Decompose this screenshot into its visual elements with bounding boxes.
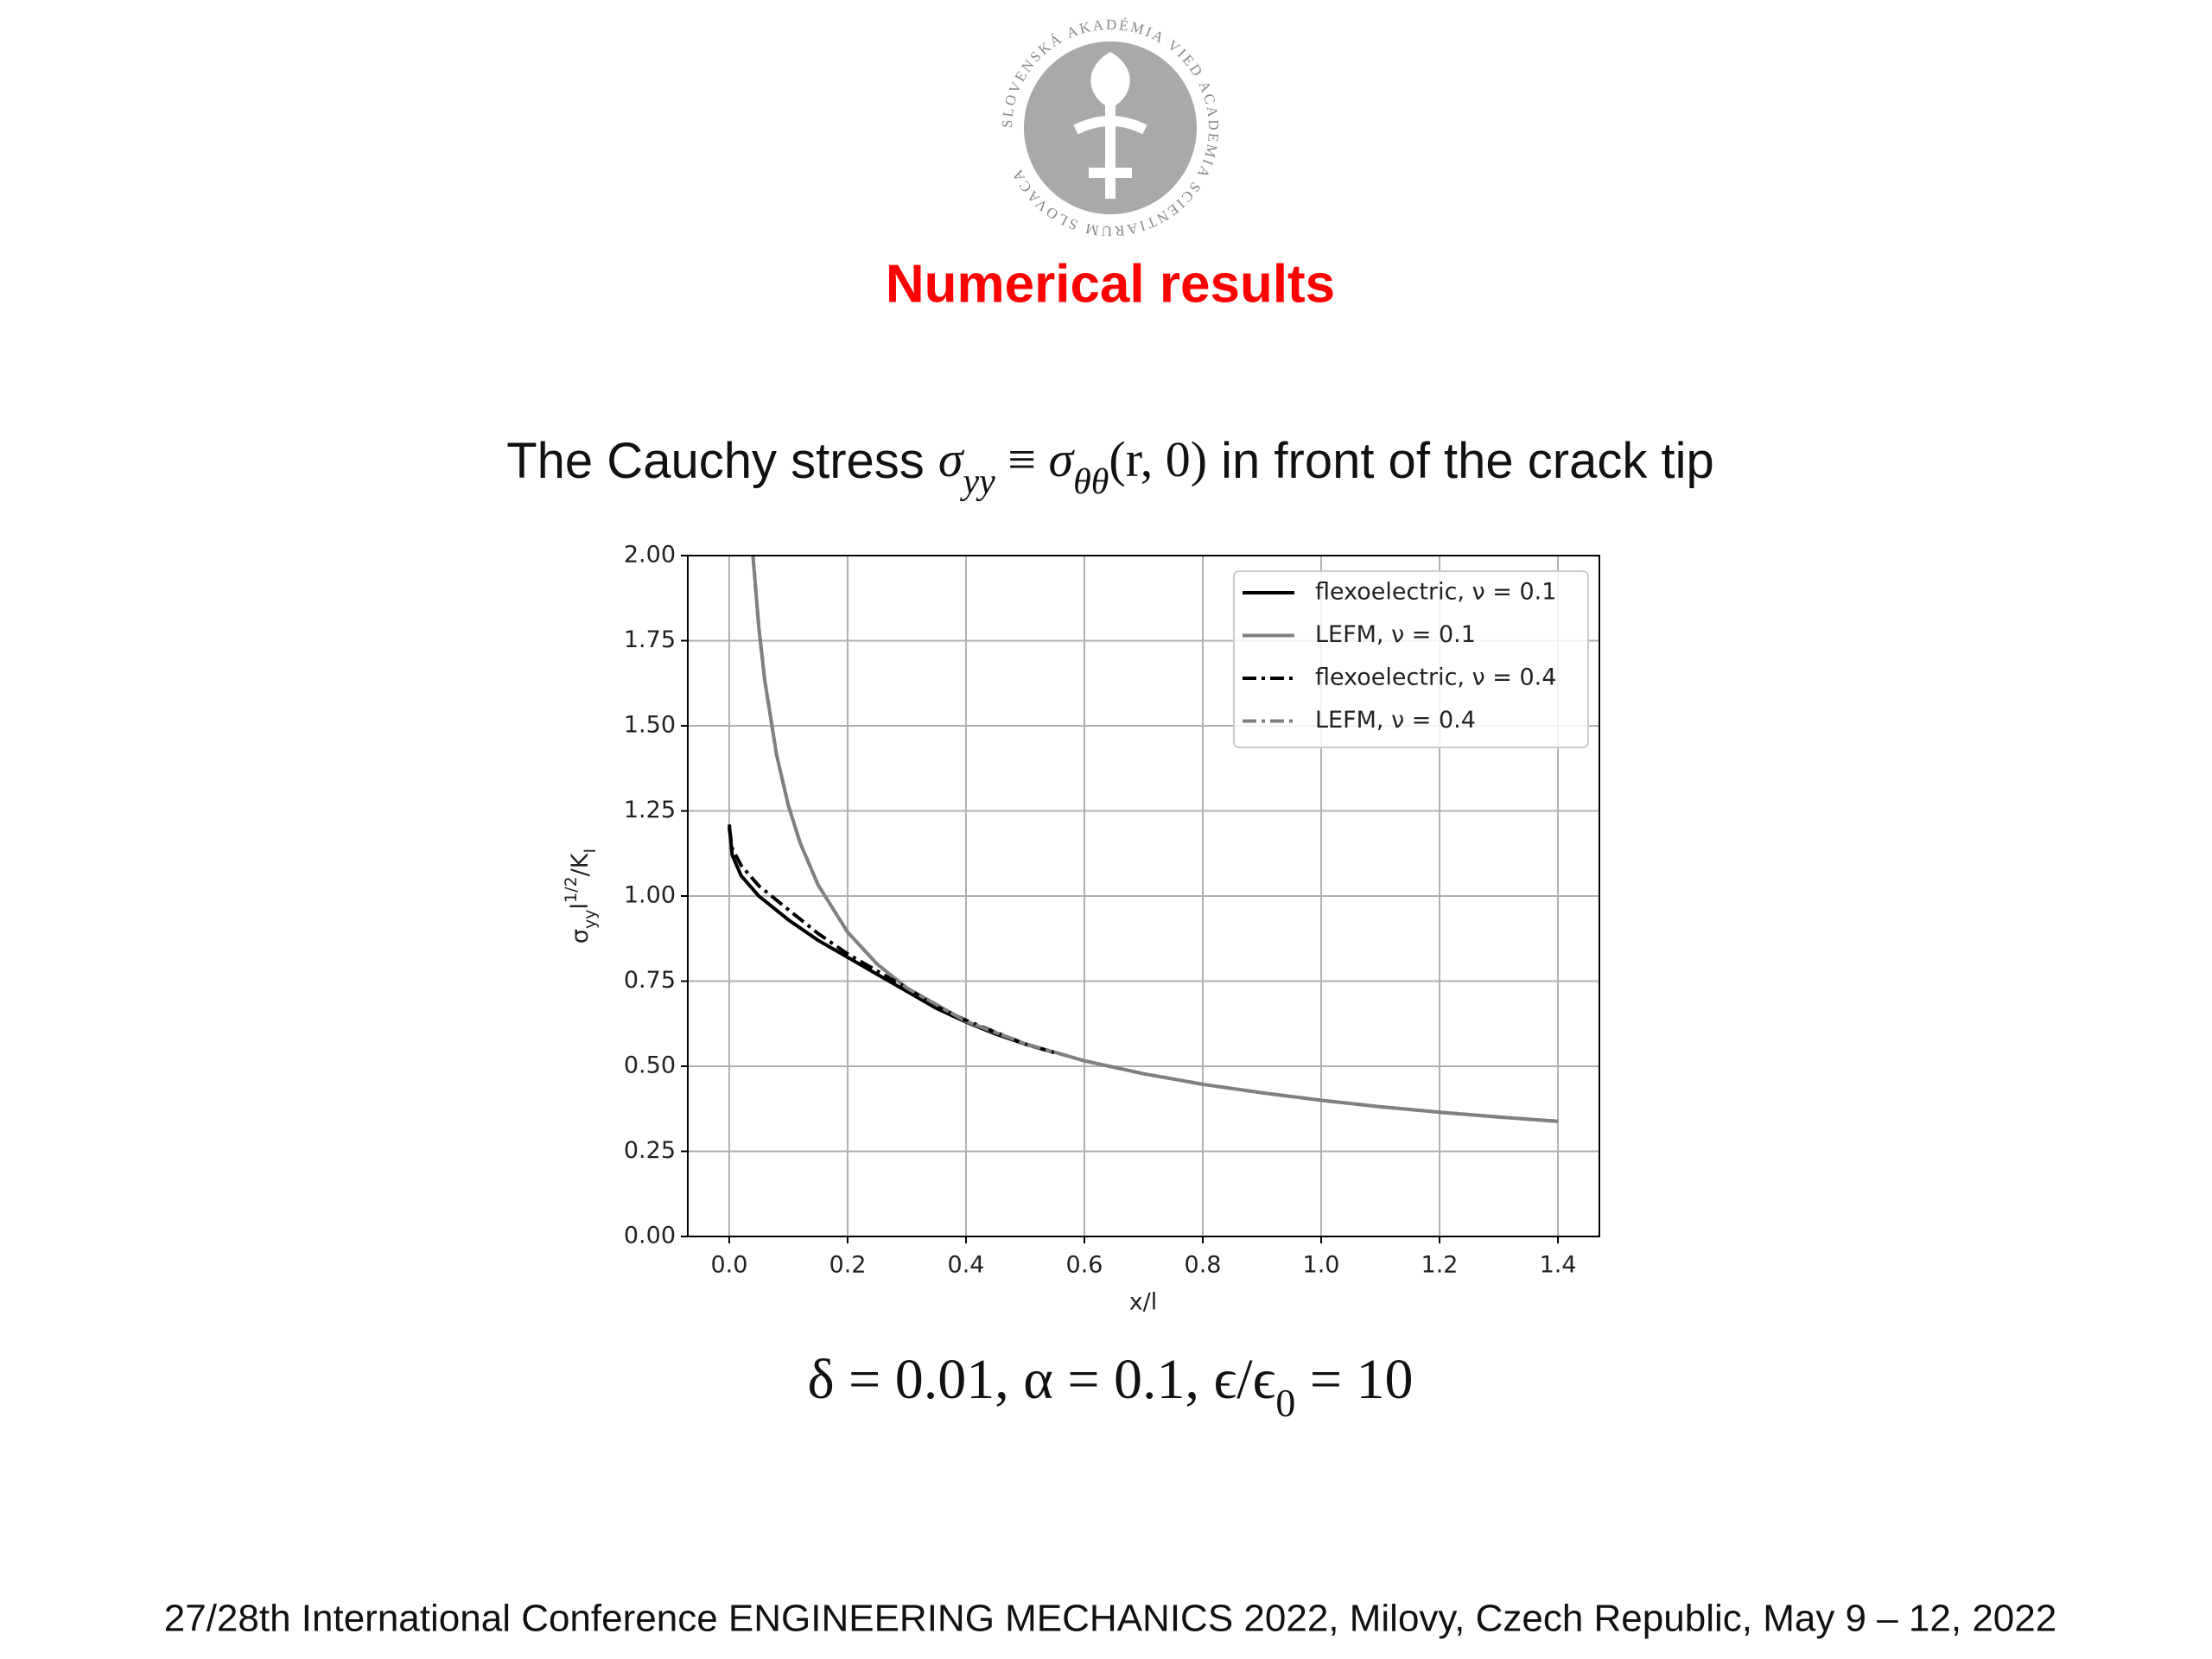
heading-math: σ — [938, 431, 965, 487]
legend-label: LEFM, ν = 0.4 — [1315, 707, 1476, 734]
series-line — [751, 556, 1559, 1123]
series-line — [728, 824, 1056, 1055]
parameters-text: δ = 0.01, α = 0.1, ϵ/ϵ — [807, 1348, 1275, 1411]
x-axis-label: x/l — [1129, 1289, 1158, 1316]
y-label-part: /K — [567, 852, 594, 876]
y-axis-label: σyyl1/2/KI — [562, 849, 600, 944]
x-tick-label: 1.2 — [1421, 1252, 1459, 1279]
chart: x/l σyyl1/2/KI 0.00 0.25 0.50 0.75 1.00 1.25 1… — [562, 542, 1600, 1316]
y-label-part: yy — [581, 909, 600, 929]
y-label-part: I — [581, 849, 600, 854]
legend: flexoelectric, ν = 0.1 LEFM, ν = 0.1 flexo… — [1233, 570, 1589, 748]
legend-label: LEFM, ν = 0.1 — [1315, 621, 1476, 648]
y-tick-label: 0.50 — [624, 1052, 676, 1079]
plot-frame — [687, 555, 1600, 1237]
parameters-text: = 10 — [1295, 1348, 1413, 1411]
slide-title: Numerical results — [886, 254, 1335, 314]
logo: SLOVENSKÁ AKADÉMIA VIED ACADEMIA SCIENTI… — [999, 16, 1219, 240]
y-tick-label: 1.75 — [624, 626, 676, 653]
y-tick-label: 0.75 — [624, 967, 676, 994]
x-tick-label: 1.0 — [1303, 1252, 1340, 1279]
parameters-sub: 0 — [1275, 1381, 1295, 1425]
heading-sub: θθ — [1073, 462, 1109, 502]
heading-math: (r, 0) — [1109, 431, 1207, 487]
parameters: δ = 0.01, α = 0.1, ϵ/ϵ0 = 10 — [807, 1348, 1413, 1425]
x-tick-label: 0.8 — [1185, 1252, 1222, 1279]
x-tick-label: 0.0 — [710, 1252, 747, 1279]
y-tick-label: 1.25 — [624, 797, 676, 823]
plot-lines — [728, 556, 1559, 1123]
legend-label: flexoelectric, ν = 0.4 — [1315, 664, 1556, 691]
heading-math: σ — [1049, 431, 1076, 487]
y-tick-label: 1.00 — [624, 882, 676, 909]
footer: 27/28th International Conference ENGINEE… — [164, 1598, 2056, 1640]
y-label-part: σ — [567, 929, 594, 944]
y-tick-label: 0.25 — [624, 1137, 676, 1164]
heading-text: The Cauchy stress — [506, 433, 938, 489]
y-tick-label: 2.00 — [624, 542, 676, 569]
legend-box — [1233, 570, 1589, 748]
heading-math: ≡ — [995, 431, 1049, 487]
x-tick-label: 0.2 — [829, 1252, 866, 1279]
y-tick-label: 1.50 — [624, 712, 676, 739]
logo-tree — [1073, 104, 1147, 199]
heading-sub: yy — [960, 462, 996, 502]
legend-label: flexoelectric, ν = 0.1 — [1315, 579, 1556, 606]
series-line — [728, 827, 1056, 1055]
logo-leaf — [1090, 52, 1130, 108]
heading: The Cauchy stress σyy ≡ σθθ(r, 0) in fro… — [506, 431, 1713, 501]
y-label-part: l — [567, 903, 594, 910]
y-label-part: 1/2 — [562, 876, 581, 903]
x-tick-label: 0.6 — [1066, 1252, 1103, 1279]
x-tick-label: 1.4 — [1540, 1252, 1577, 1279]
x-tick-label: 0.4 — [948, 1252, 985, 1279]
heading-text: in front of the crack tip — [1207, 433, 1714, 489]
y-tick-label: 0.00 — [624, 1223, 676, 1249]
